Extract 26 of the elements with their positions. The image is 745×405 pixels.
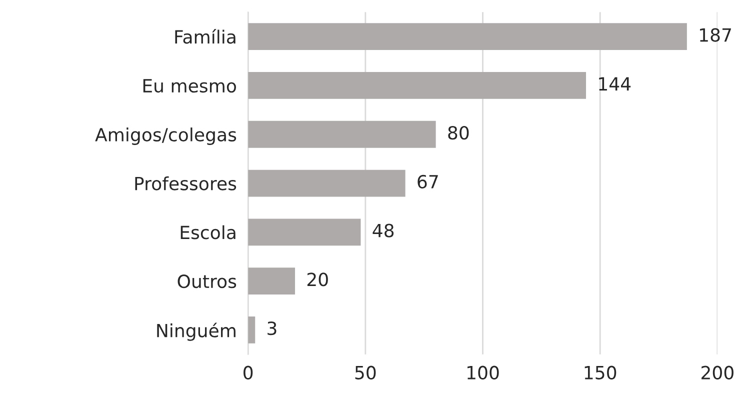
x-tick-label: 150 [584,366,616,380]
y-tick-label: Outros [178,274,236,288]
y-tick-label: Amigos/colegas [95,128,236,145]
x-tick-label: 100 [468,366,499,380]
y-tick-label: Eu mesmo [143,79,236,93]
bar [248,316,256,344]
y-tick-label: Ninguém [157,322,236,341]
bar [248,170,406,197]
bar [248,72,586,99]
data-label: 80 [448,126,469,140]
bar [248,23,687,50]
y-tick-label: Família [175,29,236,44]
bar [248,268,296,294]
x-tick-label: 200 [702,366,734,380]
data-label: 20 [307,272,328,286]
data-label: 144 [599,77,631,90]
data-label: 48 [372,224,394,238]
x-tick-label: 50 [355,366,376,380]
data-label: 3 [268,322,276,336]
bar [248,120,436,148]
y-tick-label: Professores [135,176,236,190]
data-label: 67 [418,174,438,188]
bar [248,218,361,246]
y-tick-label: Escola [180,225,236,240]
data-label: 187 [700,28,731,42]
x-tick-label: 0 [244,366,253,380]
